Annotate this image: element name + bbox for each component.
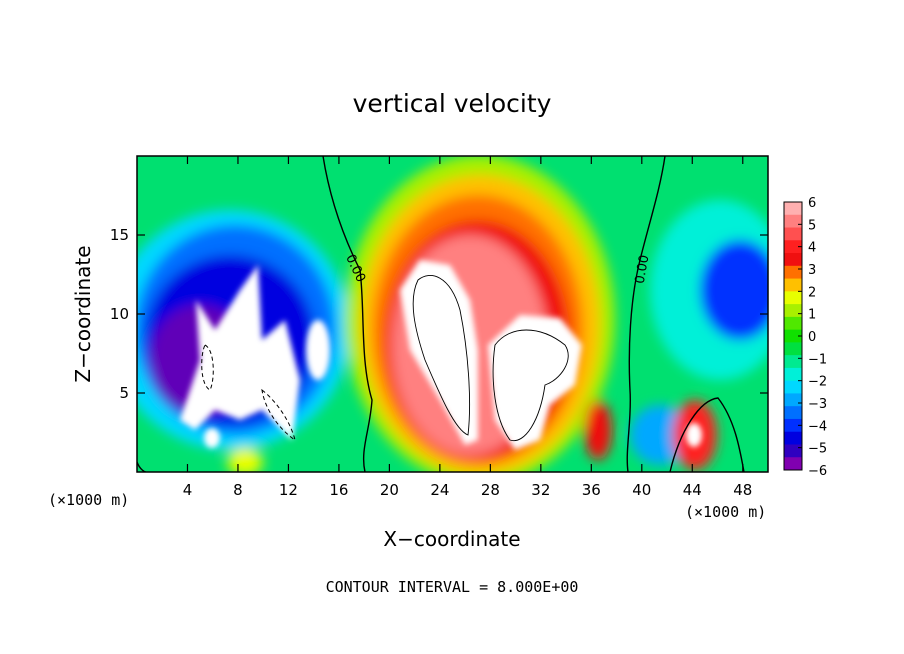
x-tick-label: 8 [233,481,243,499]
colorbar-swatch [784,227,802,241]
colorbar-label: −6 [808,464,827,479]
x-tick-label: 48 [733,481,752,499]
x-tick-label: 28 [481,481,500,499]
colorbar-label: 4 [808,241,816,256]
colorbar-swatch [784,240,802,254]
colorbar-swatch [784,418,802,433]
colorbar-label: 0 [808,330,816,345]
y-axis-label: Z−coordinate [71,245,95,382]
colorbar-swatch [784,367,802,382]
velocity-field [137,156,768,472]
colorbar-label: −3 [808,397,827,412]
contour-interval-footer: CONTOUR INTERVAL = 8.000E+00 [326,578,579,596]
x-unit-left: (×1000 m) [48,491,129,509]
colorbar-swatch [784,316,802,331]
x-tick-label: 4 [183,481,193,499]
colorbar-swatch [784,329,802,343]
x-tick-label: 12 [279,481,298,499]
x-tick-label: 32 [531,481,550,499]
x-tick-label: 16 [329,481,348,499]
colorbar-swatch [784,291,802,305]
colorbar-swatch [784,265,802,280]
x-tick-label: 44 [683,481,702,499]
contour-label-right: 0.00 [633,254,653,285]
colorbar-label: −1 [808,352,827,367]
chart-title: vertical velocity [353,89,552,118]
colorbar-swatch [784,444,802,458]
colorbar-swatch [784,304,802,318]
x-tick-label: 20 [380,481,399,499]
colorbar-swatch [784,355,802,369]
x-axis-label: X−coordinate [383,527,520,551]
x-tick-label: 24 [430,481,449,499]
colorbar-swatch [784,214,802,229]
colorbar-swatch [784,278,802,292]
colorbar-swatch [784,380,802,394]
x-tick-label: 36 [582,481,601,499]
colorbar-label: 5 [808,218,816,233]
x-unit-right: (×1000 m) [685,503,766,521]
y-tick-label: 15 [110,226,129,244]
colorbar-swatch [784,202,802,216]
y-tick-label: 10 [110,305,129,323]
x-axis: 4 8 12 16 20 24 28 32 36 40 44 48 [183,156,752,499]
colorbar-label: −5 [808,442,827,457]
y-tick-label: 5 [119,384,129,402]
colorbar-label: 6 [808,196,816,211]
colorbar-swatch [784,457,802,471]
colorbar-swatch [784,406,802,420]
colorbar-label: −4 [808,419,827,434]
colorbar-label: 3 [808,263,816,278]
colorbar-label: −2 [808,375,827,390]
colorbar-swatch [784,393,802,407]
colorbar-label: 2 [808,285,816,300]
y-axis: 5 10 15 [110,226,768,402]
colorbar-swatch [784,253,802,267]
x-tick-label: 40 [632,481,651,499]
colorbar-label: 1 [808,308,816,323]
colorbar: 6 5 4 3 2 1 0 −1 −2 −3 −4 −5 −6 [783,196,827,479]
colorbar-swatch [784,342,802,356]
colorbar-swatch [784,431,802,445]
